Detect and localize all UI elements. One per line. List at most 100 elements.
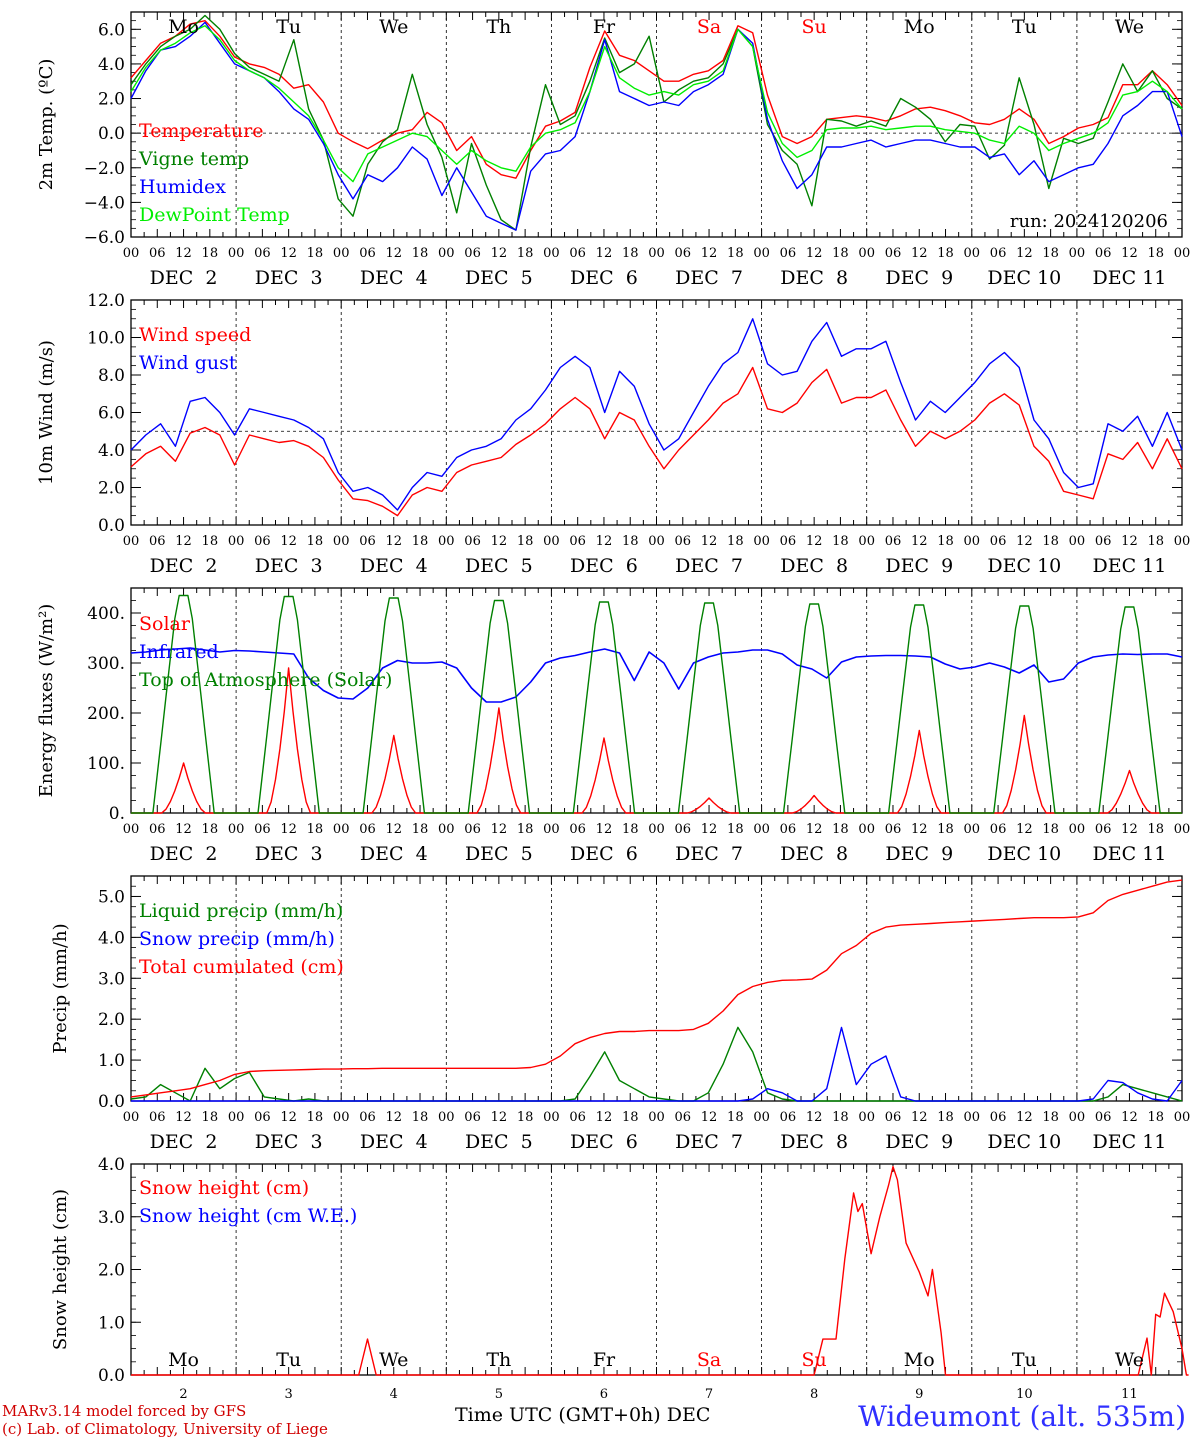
hour-label: 12 bbox=[701, 822, 718, 837]
date-label: DEC 2 bbox=[150, 267, 218, 289]
y-axis-label: Snow height (cm) bbox=[50, 1189, 71, 1350]
hour-label: 00 bbox=[648, 246, 665, 261]
hour-label: 06 bbox=[675, 822, 692, 837]
day-number: 5 bbox=[495, 1387, 503, 1402]
hour-label: 18 bbox=[622, 1110, 639, 1125]
hour-label: 06 bbox=[780, 1110, 797, 1125]
date-label: DEC 9 bbox=[885, 1131, 953, 1153]
hour-label: 18 bbox=[412, 822, 429, 837]
hour-label: 18 bbox=[517, 534, 534, 549]
date-label: DEC 10 bbox=[987, 843, 1061, 865]
hour-label: 18 bbox=[622, 534, 639, 549]
hour-label: 18 bbox=[517, 1110, 534, 1125]
hour-label: 06 bbox=[359, 246, 376, 261]
hour-label: 06 bbox=[464, 822, 481, 837]
hour-label: 18 bbox=[412, 1110, 429, 1125]
date-label: DEC 9 bbox=[885, 555, 953, 577]
hour-label: 12 bbox=[1121, 1110, 1138, 1125]
weekday-label: Tu bbox=[276, 1349, 301, 1371]
hour-label: 00 bbox=[858, 246, 875, 261]
y-tick-label: 4.0 bbox=[98, 441, 125, 461]
hour-label: 00 bbox=[648, 534, 665, 549]
hour-label: 18 bbox=[937, 246, 954, 261]
date-label: DEC 7 bbox=[675, 1131, 743, 1153]
hour-label: 18 bbox=[1147, 1110, 1164, 1125]
weekday-label: We bbox=[379, 1349, 408, 1371]
date-label: DEC 7 bbox=[675, 267, 743, 289]
legend-entry: Wind gust bbox=[139, 352, 237, 374]
weekday-label: Th bbox=[486, 1349, 511, 1371]
hour-label: 06 bbox=[885, 1110, 902, 1125]
hour-label: 18 bbox=[307, 246, 324, 261]
y-tick-label: −2.0 bbox=[84, 159, 125, 179]
hour-label: 18 bbox=[202, 534, 219, 549]
hour-label: 18 bbox=[412, 246, 429, 261]
hour-label: 00 bbox=[858, 534, 875, 549]
hour-label: 00 bbox=[123, 822, 140, 837]
hour-label: 00 bbox=[1069, 822, 1086, 837]
hour-label: 06 bbox=[780, 246, 797, 261]
hour-label: 12 bbox=[385, 1110, 402, 1125]
hour-label: 12 bbox=[806, 822, 823, 837]
date-label: DEC 11 bbox=[1093, 267, 1167, 289]
legend-entry: Wind speed bbox=[139, 324, 251, 346]
hour-label: 00 bbox=[858, 822, 875, 837]
hour-label: 06 bbox=[464, 534, 481, 549]
hour-label: 06 bbox=[1095, 1110, 1112, 1125]
plot-frame bbox=[130, 299, 1183, 526]
hour-label: 18 bbox=[937, 534, 954, 549]
y-tick-label: −6.0 bbox=[84, 228, 125, 248]
y-tick-label: 0.0 bbox=[98, 1366, 125, 1386]
legend-entry: Infrared bbox=[139, 641, 219, 663]
weekday-label: Tu bbox=[276, 16, 301, 38]
series-line-3 bbox=[131, 594, 1182, 814]
hour-label: 12 bbox=[491, 822, 508, 837]
hour-label: 18 bbox=[202, 822, 219, 837]
hour-label: 00 bbox=[333, 1110, 350, 1125]
hour-label: 12 bbox=[280, 246, 297, 261]
date-label: DEC 11 bbox=[1093, 555, 1167, 577]
weekday-label: Sa bbox=[697, 1349, 721, 1371]
y-tick-label: 200. bbox=[87, 704, 125, 724]
hour-label: 12 bbox=[1121, 822, 1138, 837]
hour-label: 00 bbox=[964, 246, 981, 261]
series-line-3 bbox=[130, 879, 1183, 1098]
legend-entry: Total cumulated (cm) bbox=[139, 956, 344, 978]
date-label: DEC 3 bbox=[255, 267, 323, 289]
day-number: 10 bbox=[1016, 1387, 1033, 1402]
date-label: DEC 5 bbox=[465, 267, 533, 289]
hour-label: 06 bbox=[990, 822, 1007, 837]
hour-label: 06 bbox=[254, 1110, 271, 1125]
hour-label: 18 bbox=[727, 822, 744, 837]
day-number: 8 bbox=[810, 1387, 818, 1402]
weekday-label: Su bbox=[802, 1349, 827, 1371]
legend-entry: Humidex bbox=[139, 176, 226, 198]
hour-label: 12 bbox=[1121, 534, 1138, 549]
hour-label: 06 bbox=[149, 534, 166, 549]
hour-label: 12 bbox=[911, 534, 928, 549]
y-tick-label: 4.0 bbox=[98, 928, 125, 948]
day-number: 7 bbox=[705, 1387, 713, 1402]
hour-label: 18 bbox=[832, 246, 849, 261]
legend-entry: DewPoint Temp bbox=[139, 204, 290, 226]
hour-label: 00 bbox=[858, 1110, 875, 1125]
chart-panel-2: 12.0 10.0 8.0 6.0 4.0 2.0 0.0 10m Wind (m/s) Win… bbox=[36, 291, 1190, 577]
hour-label: 18 bbox=[727, 246, 744, 261]
hour-label: 12 bbox=[175, 534, 192, 549]
x-axis-title: Time UTC (GMT+0h) DEC bbox=[455, 1404, 711, 1426]
hour-label: 12 bbox=[911, 822, 928, 837]
hour-label: 18 bbox=[1042, 246, 1059, 261]
legend-entry: Snow height (cm) bbox=[139, 1177, 309, 1199]
hour-label: 06 bbox=[1095, 822, 1112, 837]
weekday-label: We bbox=[379, 16, 408, 38]
hour-label: 06 bbox=[675, 246, 692, 261]
date-label: DEC 7 bbox=[675, 555, 743, 577]
weekday-label: Sa bbox=[697, 16, 721, 38]
date-label: DEC 6 bbox=[570, 555, 638, 577]
date-label: DEC 10 bbox=[987, 555, 1061, 577]
hour-label: 18 bbox=[1042, 534, 1059, 549]
date-label: DEC 6 bbox=[570, 1131, 638, 1153]
date-label: DEC 8 bbox=[780, 555, 848, 577]
hour-label: 06 bbox=[359, 1110, 376, 1125]
hour-label: 00 bbox=[438, 534, 455, 549]
